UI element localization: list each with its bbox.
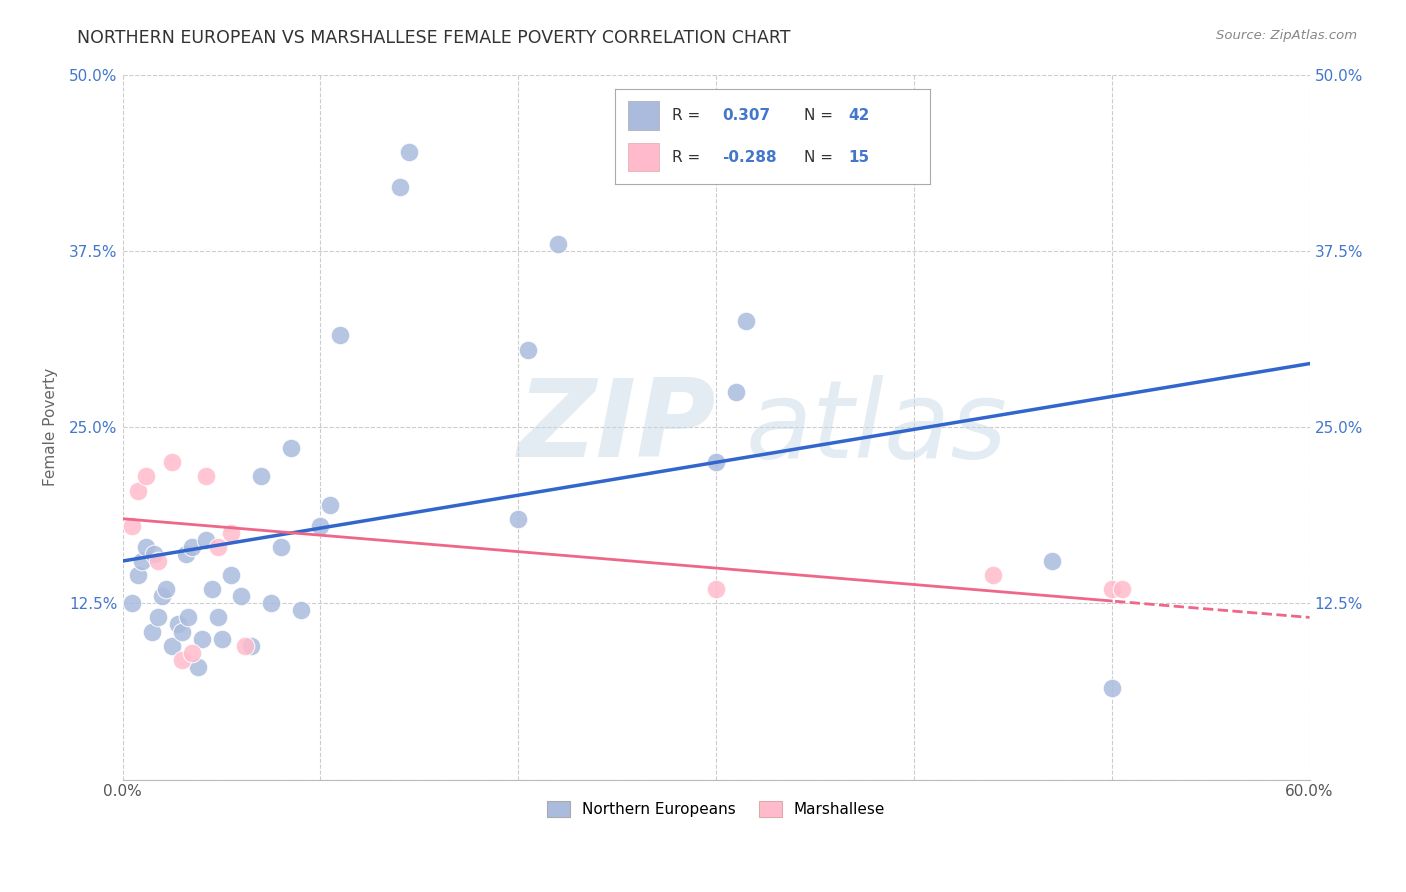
Point — [270, 540, 292, 554]
Point — [207, 610, 229, 624]
Point — [260, 596, 283, 610]
Point — [250, 469, 273, 483]
Point — [141, 624, 163, 639]
Point — [170, 653, 193, 667]
Point — [201, 582, 224, 597]
Point — [194, 533, 217, 547]
Point — [143, 547, 166, 561]
Point — [135, 540, 157, 554]
Point — [127, 483, 149, 498]
Point — [135, 469, 157, 483]
Point — [734, 314, 756, 328]
Point — [131, 554, 153, 568]
Point — [309, 518, 332, 533]
Point — [240, 639, 263, 653]
Point — [150, 589, 173, 603]
Point — [221, 525, 243, 540]
Point — [155, 582, 177, 597]
Point — [704, 582, 727, 597]
Point — [177, 610, 200, 624]
Point — [121, 596, 143, 610]
Point — [398, 145, 420, 159]
Point — [160, 455, 183, 469]
Point — [160, 639, 183, 653]
Point — [148, 610, 170, 624]
Point — [127, 568, 149, 582]
Point — [517, 343, 540, 357]
Point — [724, 384, 747, 399]
Point — [704, 455, 727, 469]
Point — [207, 540, 229, 554]
Point — [1040, 554, 1063, 568]
Y-axis label: Female Poverty: Female Poverty — [44, 368, 58, 486]
Point — [290, 603, 312, 617]
Point — [1111, 582, 1133, 597]
Point — [319, 498, 342, 512]
Point — [1101, 681, 1123, 695]
Point — [121, 518, 143, 533]
Point — [180, 540, 202, 554]
Text: ZIP: ZIP — [517, 374, 716, 480]
Point — [547, 236, 569, 251]
Point — [981, 568, 1004, 582]
Legend: Northern Europeans, Marshallese: Northern Europeans, Marshallese — [540, 794, 893, 825]
Point — [329, 328, 352, 343]
Point — [180, 646, 202, 660]
Text: Source: ZipAtlas.com: Source: ZipAtlas.com — [1216, 29, 1357, 42]
Point — [187, 660, 209, 674]
Point — [388, 180, 411, 194]
Point — [221, 568, 243, 582]
Point — [233, 639, 256, 653]
Point — [211, 632, 233, 646]
Point — [508, 512, 530, 526]
Text: atlas: atlas — [745, 375, 1008, 480]
Point — [174, 547, 197, 561]
Point — [170, 624, 193, 639]
Point — [148, 554, 170, 568]
Point — [231, 589, 253, 603]
Point — [1101, 582, 1123, 597]
Text: NORTHERN EUROPEAN VS MARSHALLESE FEMALE POVERTY CORRELATION CHART: NORTHERN EUROPEAN VS MARSHALLESE FEMALE … — [77, 29, 790, 46]
Point — [190, 632, 212, 646]
Point — [167, 617, 190, 632]
Point — [280, 441, 302, 455]
Point — [194, 469, 217, 483]
